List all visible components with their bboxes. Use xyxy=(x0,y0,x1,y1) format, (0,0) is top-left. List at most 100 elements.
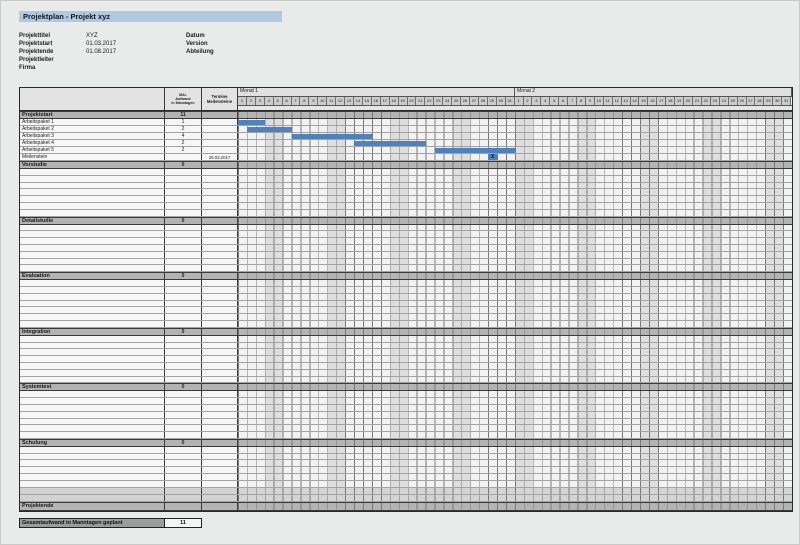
task-name-cell[interactable]: Projektstart xyxy=(20,112,165,118)
milestone-date-cell[interactable] xyxy=(202,280,238,286)
gantt-grid-cell[interactable] xyxy=(238,126,792,132)
milestone-date-cell[interactable] xyxy=(202,286,238,293)
task-name-cell[interactable] xyxy=(20,356,165,362)
task-name-cell[interactable] xyxy=(20,349,165,356)
gantt-grid-cell[interactable] xyxy=(238,196,792,202)
gantt-grid-cell[interactable] xyxy=(238,265,792,272)
effort-cell[interactable] xyxy=(165,154,202,160)
gantt-grid-cell[interactable] xyxy=(238,342,792,349)
gantt-bar[interactable] xyxy=(238,119,265,125)
effort-cell[interactable] xyxy=(165,432,202,438)
gantt-grid-cell[interactable] xyxy=(238,467,792,474)
effort-cell[interactable] xyxy=(165,356,202,362)
task-name-cell[interactable] xyxy=(20,369,165,376)
gantt-grid-cell[interactable] xyxy=(238,425,792,432)
effort-cell[interactable] xyxy=(165,391,202,398)
gantt-grid-cell[interactable] xyxy=(238,280,792,286)
effort-cell[interactable] xyxy=(165,300,202,307)
gantt-bar[interactable] xyxy=(291,133,373,139)
milestone-date-cell[interactable] xyxy=(202,238,238,244)
task-name-cell[interactable] xyxy=(20,238,165,244)
gantt-grid-cell[interactable] xyxy=(238,189,792,196)
effort-cell[interactable]: 1 xyxy=(165,119,202,125)
effort-cell[interactable] xyxy=(165,280,202,286)
gantt-grid-cell[interactable] xyxy=(238,307,792,314)
gantt-grid-cell[interactable] xyxy=(238,300,792,307)
milestone-date-cell[interactable] xyxy=(202,258,238,265)
effort-cell[interactable] xyxy=(165,314,202,320)
milestone-date-cell[interactable] xyxy=(202,502,238,510)
milestone-date-cell[interactable] xyxy=(202,411,238,418)
total-effort-value[interactable]: 11 xyxy=(165,519,201,527)
milestone-date-cell[interactable] xyxy=(202,196,238,202)
task-name-cell[interactable]: Arbeitspaket 5 xyxy=(20,147,165,153)
milestone-date-cell[interactable] xyxy=(202,362,238,369)
gantt-grid-cell[interactable] xyxy=(238,224,792,231)
task-name-cell[interactable]: Vorstudie xyxy=(20,162,165,168)
milestone-date-cell[interactable] xyxy=(202,349,238,356)
gantt-grid-cell[interactable] xyxy=(238,369,792,376)
effort-cell[interactable] xyxy=(165,404,202,411)
effort-cell[interactable]: 4 xyxy=(165,133,202,139)
gantt-grid-cell[interactable] xyxy=(238,411,792,418)
milestone-date-cell[interactable] xyxy=(202,273,238,280)
gantt-grid-cell[interactable] xyxy=(238,439,792,446)
gantt-grid-cell[interactable]: X xyxy=(238,154,792,160)
task-name-cell[interactable]: Arbeitspaket 3 xyxy=(20,133,165,139)
gantt-grid-cell[interactable] xyxy=(238,328,792,335)
task-name-cell[interactable] xyxy=(20,474,165,480)
gantt-grid-cell[interactable] xyxy=(238,175,792,182)
task-name-cell[interactable]: Systemtest xyxy=(20,384,165,391)
gantt-grid-cell[interactable] xyxy=(238,502,792,510)
effort-cell[interactable] xyxy=(165,349,202,356)
milestone-date-cell[interactable]: 29.03.2017 xyxy=(202,154,238,160)
effort-cell[interactable] xyxy=(165,189,202,196)
gantt-grid-cell[interactable] xyxy=(238,487,792,494)
gantt-grid-cell[interactable] xyxy=(238,446,792,453)
effort-cell[interactable] xyxy=(165,376,202,383)
effort-cell[interactable]: 2 xyxy=(165,140,202,146)
gantt-grid-cell[interactable] xyxy=(238,238,792,244)
milestone-date-cell[interactable] xyxy=(202,224,238,231)
milestone-marker[interactable]: X xyxy=(488,154,498,160)
task-name-cell[interactable] xyxy=(20,286,165,293)
effort-cell[interactable] xyxy=(165,398,202,404)
gantt-grid-cell[interactable] xyxy=(238,217,792,224)
effort-cell[interactable] xyxy=(165,169,202,175)
effort-cell[interactable] xyxy=(165,362,202,369)
milestone-date-cell[interactable] xyxy=(202,328,238,335)
effort-cell[interactable]: 2 xyxy=(165,147,202,153)
milestone-date-cell[interactable] xyxy=(202,140,238,146)
gantt-grid-cell[interactable] xyxy=(238,376,792,383)
task-name-cell[interactable] xyxy=(20,391,165,398)
gantt-grid-cell[interactable] xyxy=(238,432,792,438)
milestone-date-cell[interactable] xyxy=(202,425,238,432)
milestone-date-cell[interactable] xyxy=(202,487,238,494)
milestone-date-cell[interactable] xyxy=(202,432,238,438)
gantt-grid-cell[interactable] xyxy=(238,314,792,320)
task-name-cell[interactable] xyxy=(20,418,165,425)
effort-cell[interactable]: 2 xyxy=(165,126,202,132)
gantt-grid-cell[interactable] xyxy=(238,320,792,327)
gantt-grid-cell[interactable] xyxy=(238,133,792,139)
milestone-date-cell[interactable] xyxy=(202,231,238,238)
milestone-date-cell[interactable] xyxy=(202,314,238,320)
gantt-grid-cell[interactable] xyxy=(238,404,792,411)
milestone-date-cell[interactable] xyxy=(202,474,238,480)
effort-cell[interactable] xyxy=(165,446,202,453)
milestone-date-cell[interactable] xyxy=(202,320,238,327)
task-name-cell[interactable] xyxy=(20,480,165,487)
task-name-cell[interactable]: Detailstudie xyxy=(20,217,165,224)
effort-cell[interactable] xyxy=(165,418,202,425)
effort-cell[interactable] xyxy=(165,224,202,231)
task-name-cell[interactable] xyxy=(20,398,165,404)
task-name-cell[interactable] xyxy=(20,169,165,175)
gantt-grid-cell[interactable] xyxy=(238,112,792,118)
effort-cell[interactable]: 0 xyxy=(165,439,202,446)
gantt-bar[interactable] xyxy=(246,126,292,132)
gantt-grid-cell[interactable] xyxy=(238,384,792,391)
task-name-cell[interactable] xyxy=(20,314,165,320)
effort-cell[interactable] xyxy=(165,238,202,244)
gantt-grid-cell[interactable] xyxy=(238,356,792,362)
effort-cell[interactable]: 0 xyxy=(165,273,202,280)
